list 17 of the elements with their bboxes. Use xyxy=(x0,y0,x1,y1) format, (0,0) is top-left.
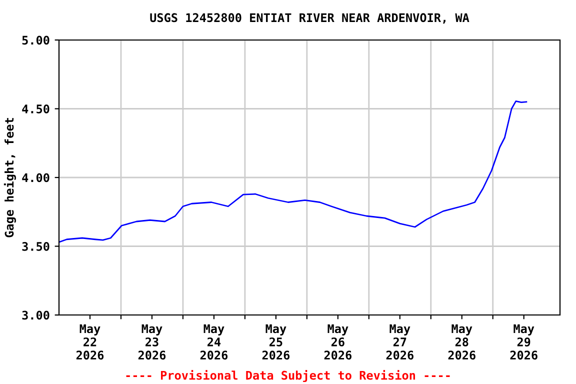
x-tick-label: May 28 2026 xyxy=(448,324,476,360)
y-tick-label: 3.50 xyxy=(22,242,50,251)
y-tick-label: 5.00 xyxy=(22,36,50,45)
x-tick-label: May 22 2026 xyxy=(76,324,104,360)
x-tick-label: May 24 2026 xyxy=(200,324,228,360)
text: ---- Provisional Data Subject to Revision ---- xyxy=(126,370,450,382)
line-series xyxy=(59,100,528,243)
x-tick-label: May 27 2026 xyxy=(386,324,414,360)
x-tick-label: May 25 2026 xyxy=(262,324,290,360)
x-tick-label: May 29 2026 xyxy=(510,324,538,360)
y-tick-label: 3.00 xyxy=(22,310,50,320)
x-tick-label: May 26 2026 xyxy=(324,324,352,360)
chart-title: USGS 12452800 ENTIAT RIVER NEAR ARDENVOIR, WA xyxy=(150,13,470,24)
y-axis-title: Gage height, feet xyxy=(4,118,16,238)
x-tick-label: May 23 2026 xyxy=(138,324,166,360)
y-tick-label: 4.50 xyxy=(22,104,50,114)
y-tick-label: 4.00 xyxy=(22,173,50,182)
